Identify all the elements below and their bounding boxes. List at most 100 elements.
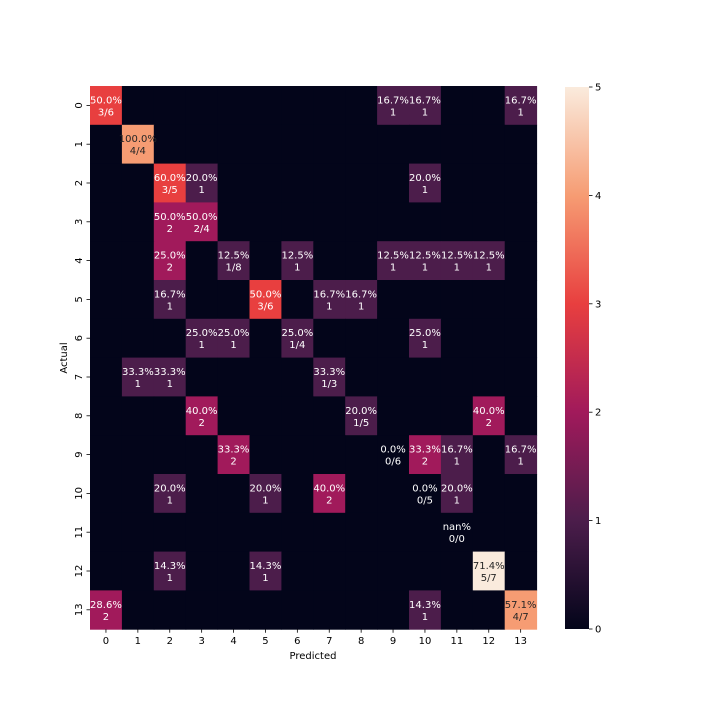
heatmap-cell bbox=[504, 202, 538, 242]
colorbar-tick-label: 4 bbox=[595, 191, 601, 202]
cell-percent-label: 12.5% bbox=[473, 251, 505, 262]
heatmap-cell bbox=[121, 551, 155, 591]
y-tick-label: 4 bbox=[74, 257, 85, 263]
cell-percent-label: 25.0% bbox=[154, 251, 186, 262]
heatmap-cell bbox=[440, 202, 474, 242]
heatmap-cell bbox=[313, 202, 346, 242]
heatmap-cell bbox=[121, 474, 155, 514]
y-tick-label: 0 bbox=[74, 102, 85, 108]
cell-count-label: 1 bbox=[390, 263, 396, 274]
y-tick-label: 5 bbox=[74, 296, 85, 302]
cell-count-label: 1 bbox=[135, 379, 141, 390]
heatmap-cell bbox=[440, 551, 474, 591]
heatmap-cell bbox=[377, 318, 410, 359]
x-axis-label: Predicted bbox=[290, 651, 337, 662]
heatmap-cell bbox=[217, 396, 250, 436]
heatmap-cell bbox=[281, 318, 314, 359]
heatmap-cell bbox=[121, 86, 155, 126]
heatmap-cell bbox=[217, 474, 250, 514]
heatmap-cell bbox=[313, 396, 346, 436]
heatmap-cell bbox=[504, 396, 538, 436]
heatmap-cell bbox=[185, 435, 219, 475]
heatmap-cell bbox=[377, 163, 410, 203]
heatmap-cell bbox=[440, 435, 474, 475]
cell-count-label: 1 bbox=[454, 457, 460, 468]
heatmap-cell bbox=[377, 124, 410, 165]
heatmap-cell bbox=[345, 435, 378, 475]
heatmap-cell bbox=[185, 318, 219, 359]
cell-count-label: 0/5 bbox=[417, 495, 433, 506]
cell-percent-label: 33.3% bbox=[313, 367, 345, 378]
heatmap-cell bbox=[409, 86, 442, 126]
cell-annotations: 50.0%3/616.7%116.7%116.7%1100.0%4/460.0%… bbox=[90, 95, 536, 622]
heatmap-cell bbox=[121, 124, 155, 165]
heatmap-cell bbox=[281, 124, 314, 165]
heatmap-cell bbox=[472, 435, 506, 475]
heatmap-cell bbox=[185, 474, 219, 514]
heatmap-cell bbox=[153, 551, 187, 591]
heatmap-cell bbox=[440, 590, 474, 630]
heatmap-cell bbox=[472, 474, 506, 514]
cell-count-label: 1 bbox=[422, 340, 428, 351]
heatmap-cell bbox=[217, 590, 250, 630]
y-tick-label: 11 bbox=[74, 526, 85, 539]
heatmap-cell bbox=[377, 551, 410, 591]
cell-count-label: 1 bbox=[486, 263, 492, 274]
heatmap-cell bbox=[90, 318, 123, 359]
heatmap-cell bbox=[504, 163, 538, 203]
heatmap-cell bbox=[153, 396, 187, 436]
heatmap-cell bbox=[121, 318, 155, 359]
heatmap-cell bbox=[472, 512, 506, 553]
heatmap-cell bbox=[409, 551, 442, 591]
cell-count-label: 2 bbox=[326, 495, 332, 506]
heatmap-cell bbox=[90, 280, 123, 320]
heatmap-cell bbox=[121, 241, 155, 281]
x-tick-label: 4 bbox=[230, 636, 236, 647]
heatmap-cell bbox=[313, 241, 346, 281]
heatmap-cell bbox=[249, 512, 282, 553]
cell-percent-label: 12.5% bbox=[218, 251, 250, 262]
heatmap-cell bbox=[440, 163, 474, 203]
heatmap-cell bbox=[472, 280, 506, 320]
heatmap-cell bbox=[153, 86, 187, 126]
heatmap-cell bbox=[472, 318, 506, 359]
cell-count-label: 2 bbox=[230, 457, 236, 468]
cell-count-label: 3/5 bbox=[162, 185, 178, 196]
heatmap-cell bbox=[345, 280, 378, 320]
heatmap-cell bbox=[185, 357, 219, 397]
heatmap-cell bbox=[345, 202, 378, 242]
heatmap-cell bbox=[249, 86, 282, 126]
y-tick-label: 1 bbox=[74, 141, 85, 147]
heatmap-cell bbox=[153, 163, 187, 203]
heatmap-cell bbox=[281, 280, 314, 320]
heatmap-cell bbox=[504, 474, 538, 514]
cell-count-label: 1 bbox=[262, 495, 268, 506]
heatmap-cell bbox=[153, 435, 187, 475]
cell-percent-label: 100.0% bbox=[119, 134, 157, 145]
cell-count-label: 1 bbox=[167, 495, 173, 506]
cell-count-label: 3/6 bbox=[257, 301, 273, 312]
y-tick-label: 8 bbox=[74, 413, 85, 419]
heatmap-cell bbox=[345, 551, 378, 591]
heatmap-cell bbox=[409, 512, 442, 553]
heatmap-cell bbox=[409, 590, 442, 630]
heatmap-cell bbox=[217, 357, 250, 397]
heatmap-cell bbox=[281, 474, 314, 514]
heatmap-cell bbox=[153, 590, 187, 630]
heatmap-cell bbox=[345, 396, 378, 436]
heatmap-cell bbox=[472, 396, 506, 436]
heatmap-cell bbox=[185, 280, 219, 320]
cell-count-label: 1 bbox=[422, 612, 428, 623]
x-tick-label: 2 bbox=[167, 636, 173, 647]
heatmap-cell bbox=[281, 551, 314, 591]
heatmap-cell bbox=[185, 551, 219, 591]
heatmap-cell bbox=[185, 590, 219, 630]
heatmap-cell bbox=[472, 86, 506, 126]
heatmap-cell bbox=[472, 202, 506, 242]
heatmap-cell bbox=[440, 474, 474, 514]
heatmap-cell bbox=[472, 163, 506, 203]
heatmap-cell bbox=[121, 357, 155, 397]
cell-count-label: 1 bbox=[294, 263, 300, 274]
heatmap-cell bbox=[121, 163, 155, 203]
